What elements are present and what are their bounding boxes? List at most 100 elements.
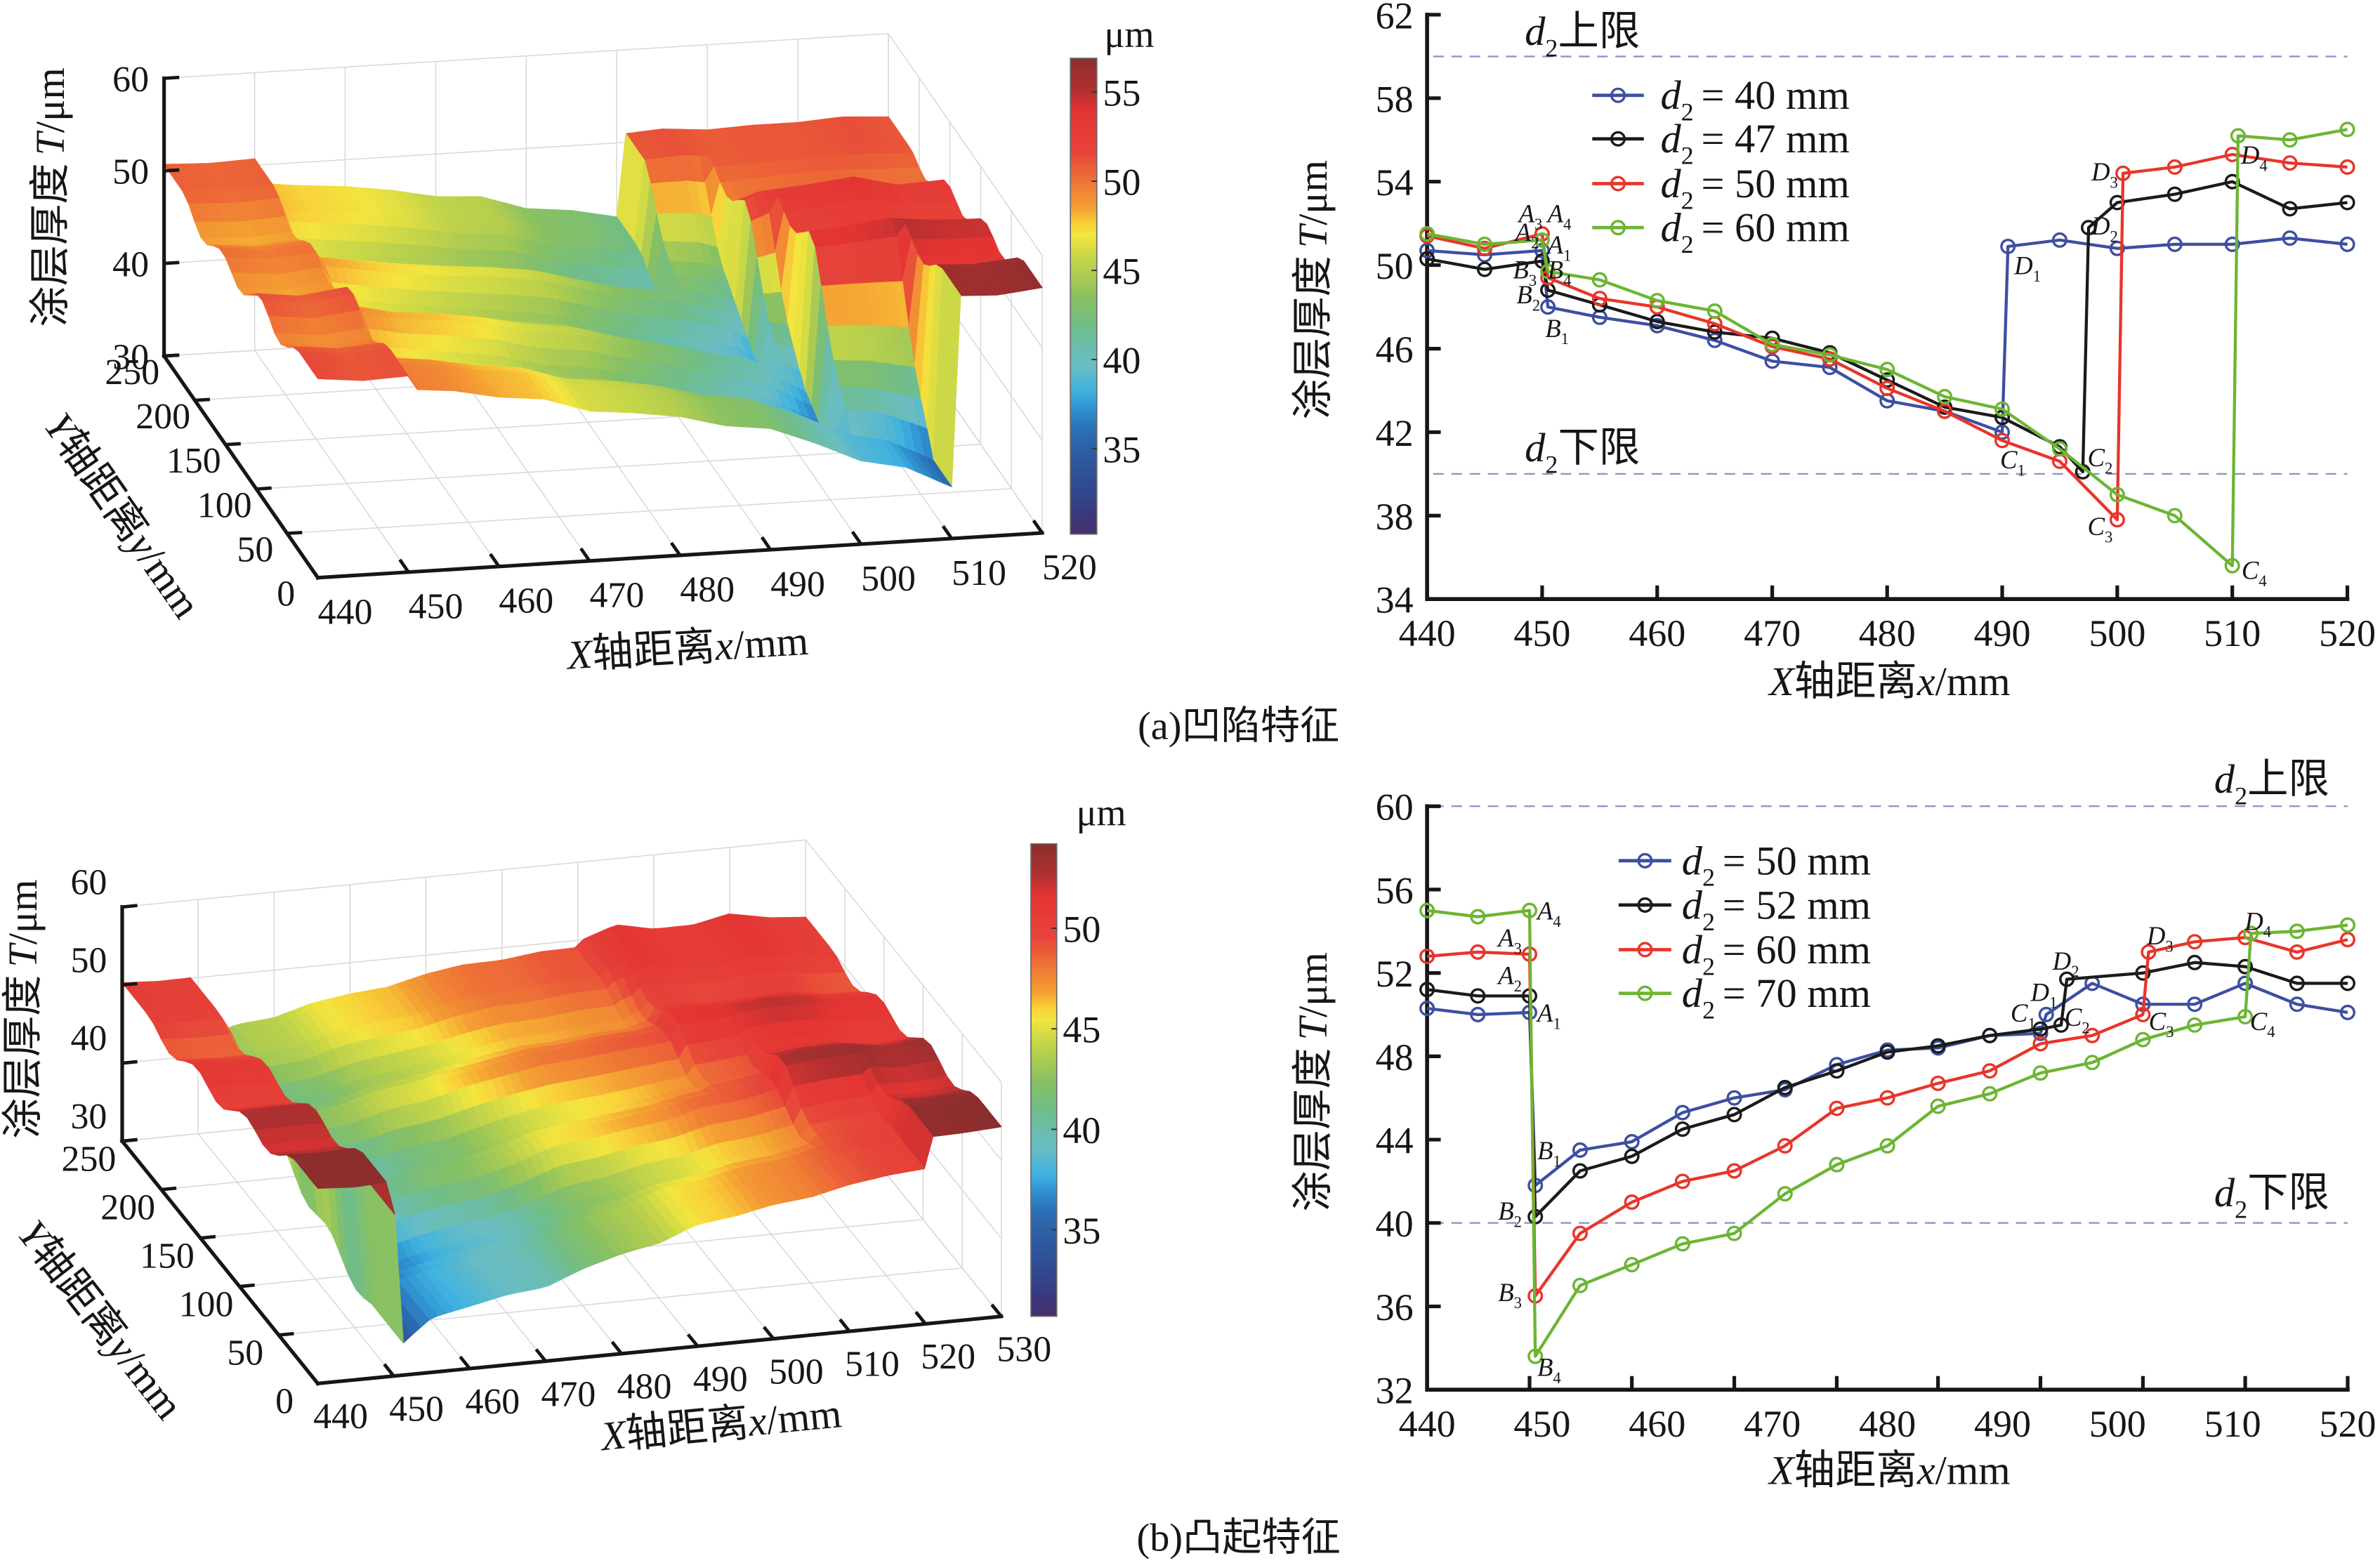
y-tick-label: 250 [62,1139,117,1179]
legend-subscript: 2 [1681,98,1694,126]
y-tick-label: 100 [179,1284,234,1324]
series-3 [1419,902,2355,1364]
z-tick-mark [121,1060,138,1065]
point-annotation: B3 [1498,1278,1522,1312]
annotation-subscript: 4 [1563,272,1571,289]
annotation-subscript: 4 [2259,572,2266,590]
x-tick-label: 480 [1859,1403,1916,1445]
x-tick-mark [398,558,410,574]
label-variable: T [1290,223,1336,248]
x-tick-mark [762,1326,775,1340]
point-annotation: C2 [2088,443,2113,477]
annotation-letter: B [1498,1278,1513,1307]
x-tick-label: 470 [1744,1403,1801,1445]
reference-label-variable: d [1525,425,1546,470]
colorbar-tick-label: 50 [1103,161,1140,203]
annotation-subscript: 2 [1514,977,1522,995]
point-annotation: D1 [2013,251,2041,285]
z-tick-mark [121,904,138,909]
annotation-letter: D [2244,906,2263,935]
annotation-subscript: 4 [1553,913,1560,930]
point-annotation: C4 [2242,555,2267,589]
label-unit: /μm [1290,160,1336,225]
reference-line-label: d2下限 [2214,1170,2329,1223]
label-text: 轴距离 [624,1399,751,1457]
legend-variable: d [1682,927,1703,972]
legend-item: d2 = 70 mm [1618,970,1871,1024]
reference-label-text: 上限 [2247,756,2329,802]
annotation-subscript: 1 [2033,268,2041,285]
legend-subscript: 2 [1681,186,1694,214]
y-tick-label: 54 [1376,161,1414,204]
legend-value: = 52 mm [1723,882,1871,928]
x-tick-mark [308,564,320,579]
surface [164,116,1043,487]
annotation-subscript: 4 [1563,216,1571,233]
annotation-letter: D [2013,251,2033,280]
x-tick-label: 510 [2204,612,2261,654]
caption-a-text: 凹陷特征 [1181,704,1339,748]
y-tick-mark [287,530,303,536]
point-annotation: B1 [1545,314,1569,348]
caption-a-tag: (a) [1138,704,1181,748]
label-variable: T [27,131,73,156]
y-tick-label: 42 [1376,412,1414,454]
axis-spines [1425,13,2350,602]
back-wall-grid-line [121,839,806,908]
y-tick-mark [164,353,180,358]
y-axis-label: 涂层厚度T/μm [1290,952,1336,1211]
annotation-subscript: 2 [1531,234,1539,251]
x-tick-mark [686,1333,699,1347]
label-text: 涂层厚度 [27,163,73,327]
annotation-subscript: 1 [1553,1015,1560,1032]
reference-label-text: 上限 [1558,8,1640,54]
annotation-subscript: 1 [1563,246,1571,264]
point-annotation: D2 [2052,947,2079,980]
x-tick-mark [850,530,863,546]
legend-value: = 60 mm [1702,205,1850,251]
x-tick-label: 450 [1513,612,1570,654]
surface [121,914,1002,1344]
x-tick-label: 500 [2089,612,2145,654]
point-annotation: B4 [1537,1353,1561,1387]
colorbar-tick-label: 35 [1063,1210,1100,1252]
reference-label-subscript: 2 [2235,1196,2247,1224]
y-tick-label: 60 [1376,786,1414,829]
annotation-subscript: 3 [1514,1294,1522,1312]
colorbar-gradient [1030,843,1058,1317]
annotation-subscript: 3 [2165,937,2173,955]
y-tick-mark [317,575,334,580]
y-tick-mark [278,1331,294,1337]
reference-label-variable: d [1525,8,1546,54]
legend-value: = 47 mm [1702,116,1850,161]
legend-variable: d [1682,882,1703,928]
z-tick-label: 60 [71,862,107,902]
x-tick-label: 520 [2319,1403,2376,1445]
annotation-subscript: 4 [2267,1023,2275,1041]
annotation-subscript: 3 [1514,940,1522,958]
annotation-letter: C [2242,555,2259,584]
y-tick-mark [317,1380,334,1385]
series-2 [1419,930,2355,1304]
label-variable: x [1917,659,1935,704]
colorbar-tick-label: 45 [1063,1009,1100,1051]
side-wall-grid-line [888,33,1043,256]
x-tick-label: 440 [1399,612,1456,654]
label-unit: /mm [732,618,810,668]
x-tick-mark [990,1303,1003,1318]
legend-item: d2 = 60 mm [1592,205,1850,258]
label-variable: T [0,942,46,968]
colorbar-tick-label: 45 [1103,251,1140,293]
legend-variable: d [1682,838,1703,883]
colorbar-gradient [1070,58,1098,535]
label-text: 涂层厚度 [0,975,46,1139]
y-tick-label: 150 [140,1236,195,1276]
y-tick-label: 46 [1376,329,1414,371]
floor-grid-line [254,350,409,573]
annotation-letter: D [2030,977,2050,1006]
